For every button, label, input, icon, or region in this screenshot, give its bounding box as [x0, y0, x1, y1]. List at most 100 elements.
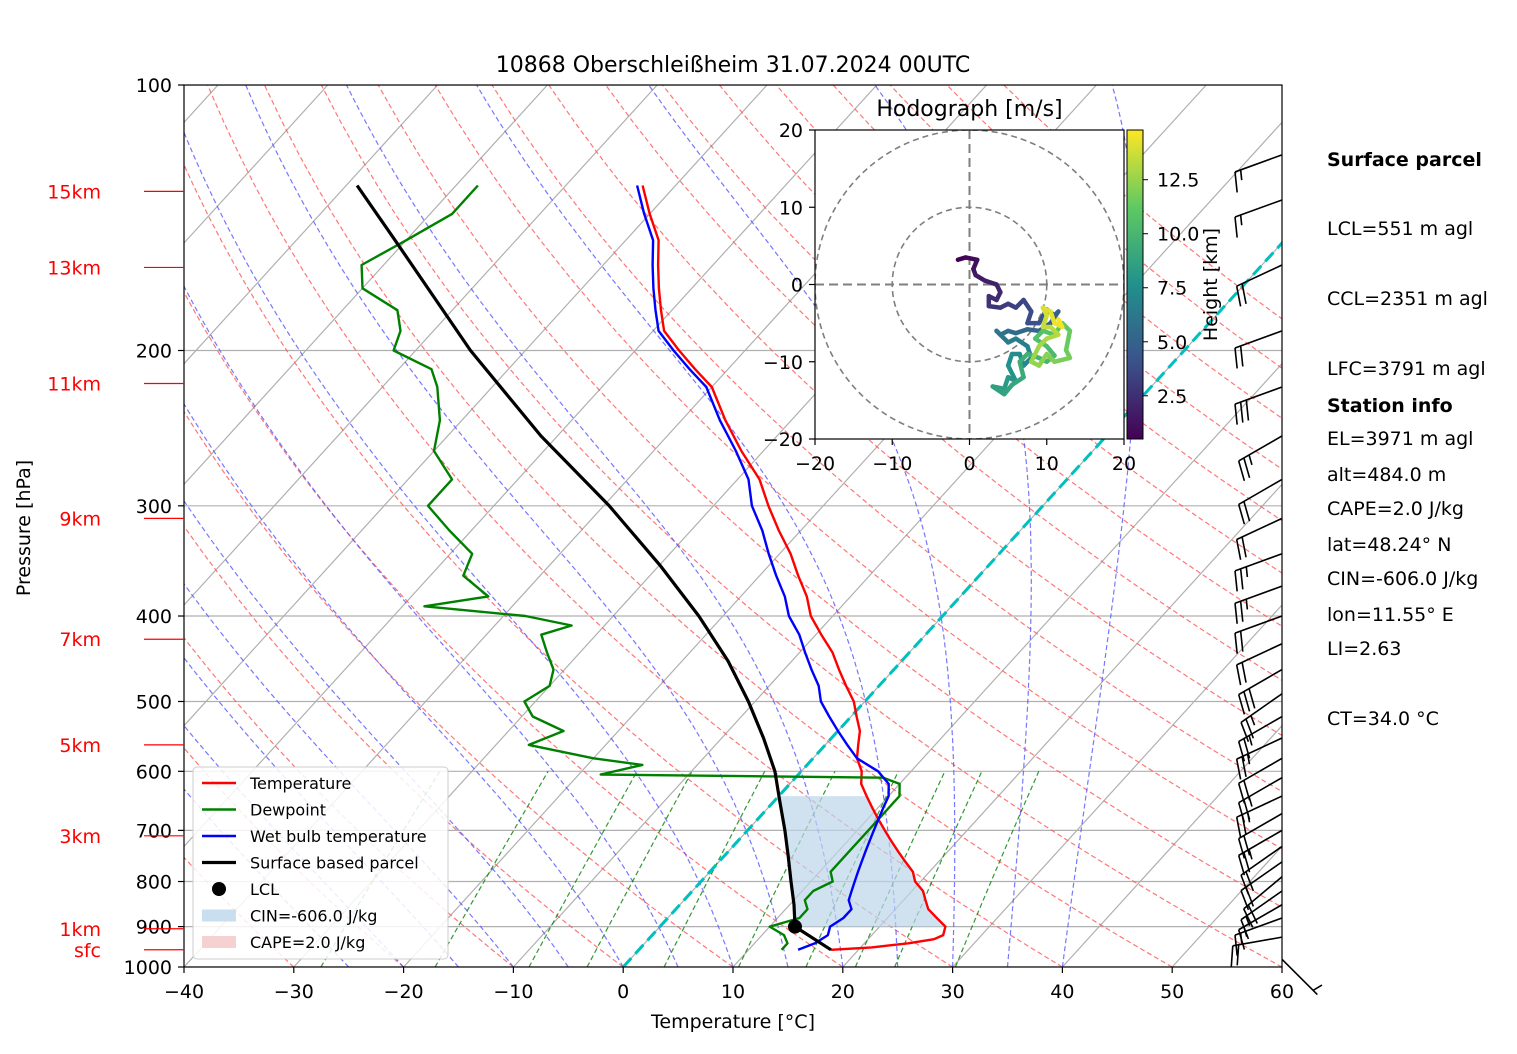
height-label: 7km: [59, 629, 101, 651]
surface-parcel-li: LI=2.63: [1327, 637, 1402, 660]
barb-shaft: [1240, 845, 1283, 876]
legend-item: LCL: [212, 880, 279, 899]
barb-feather: [1234, 404, 1238, 425]
barb-feather: [1234, 935, 1238, 956]
barb-feather: [1235, 664, 1242, 686]
y-axis-label: Pressure [hPa]: [13, 460, 35, 596]
barb-shaft: [1236, 642, 1283, 666]
wind-barb: [1235, 517, 1283, 560]
moist-adiabat-line: [184, 130, 734, 967]
hodograph-x-tick-label: 10: [1035, 453, 1059, 475]
surface-parcel-el: EL=3971 m agl: [1327, 428, 1474, 451]
axes: −40 −30 −20 −10 0 10 20 30 40 50 60100200300400500…: [13, 75, 1294, 1033]
dry-adiabat-line: [320, 85, 1282, 967]
dry-adiabat-line: [184, 525, 624, 967]
station-info-heading: Station info: [1327, 394, 1453, 417]
legend-label: Temperature: [249, 774, 351, 793]
y-tick-label: 400: [136, 606, 172, 628]
legend-item: Temperature: [202, 774, 351, 793]
barb-feather: [1237, 460, 1246, 482]
barb-feather: [1234, 570, 1238, 592]
barb-half-feather: [1248, 735, 1253, 746]
barb-feather: [1239, 601, 1244, 622]
barb-shaft: [1234, 154, 1283, 173]
barb-feather: [1240, 722, 1250, 742]
x-tick-label: 20: [831, 981, 855, 1003]
height-label: 3km: [59, 826, 101, 848]
hodograph-track-segment: [990, 384, 1007, 397]
y-tick-label: 100: [136, 75, 172, 97]
hodograph-title: Hodograph [m/s]: [876, 97, 1062, 122]
barb-half-feather: [1246, 753, 1251, 765]
colorbar-tick-label: 10.0: [1157, 224, 1199, 246]
mixing-ratio-line: [894, 771, 983, 967]
y-tick-label: 300: [136, 496, 172, 518]
barb-shaft: [1234, 330, 1283, 349]
profile-lines: [355, 184, 947, 952]
barb-half-feather: [1239, 169, 1243, 181]
legend-item: CIN=-606.0 J/kg: [202, 907, 377, 926]
height-label: 1km: [59, 919, 101, 941]
colorbar-tick-label: 7.5: [1157, 278, 1187, 300]
barb-feather: [1237, 694, 1246, 715]
height-label: 13km: [47, 257, 101, 279]
colorbar-tick-label: 12.5: [1157, 170, 1199, 192]
legend-label: Wet bulb temperature: [250, 827, 427, 846]
barb-shaft: [1240, 861, 1283, 892]
x-tick-label: −30: [274, 981, 314, 1003]
hodograph-plot: [815, 130, 1124, 439]
x-tick-label: 0: [617, 981, 629, 1003]
wind-barb: [1237, 435, 1283, 482]
barb-feather: [1243, 835, 1251, 856]
barb-feather: [1237, 838, 1246, 859]
isotherm-line: [184, 85, 439, 365]
hodograph-track-segment: [1063, 328, 1073, 353]
barb-feather: [1239, 345, 1244, 367]
barb-feather: [1236, 944, 1240, 966]
barb-feather: [1235, 539, 1242, 560]
surface-parcel-heading: Surface parcel: [1327, 148, 1482, 171]
barb-feather: [1237, 783, 1246, 804]
barb-shaft: [1236, 517, 1283, 541]
barb-shaft: [1236, 737, 1283, 760]
isotherm-line: [184, 85, 548, 486]
wind-barb: [1237, 757, 1283, 804]
barb-feather: [1243, 457, 1251, 479]
barb-feather: [1245, 399, 1250, 421]
barb-shaft: [1234, 917, 1283, 936]
barb-feather: [1234, 603, 1238, 624]
legend-box: [192, 766, 449, 960]
barb-half-feather: [1245, 915, 1251, 927]
zero-isotherm-line: [622, 240, 1282, 967]
barb-feather: [1234, 216, 1238, 238]
barb-half-feather: [1312, 984, 1323, 992]
isotherm-line: [1061, 724, 1282, 967]
isotherm-line: [842, 483, 1282, 967]
barb-shaft: [1238, 435, 1283, 462]
hodograph-track-segment: [1009, 374, 1026, 388]
moist-adiabat-line: [184, 499, 569, 967]
legend-swatch-area: [202, 909, 236, 922]
wind-barb: [1234, 199, 1283, 238]
wind-barb: [1237, 478, 1283, 525]
wind-barb: [1234, 615, 1283, 654]
barb-feather: [1243, 780, 1251, 801]
x-tick-label: 40: [1050, 981, 1074, 1003]
isotherm-line: [952, 604, 1282, 967]
legend-item: Surface based parcel: [202, 854, 419, 873]
barb-feather: [1241, 756, 1247, 777]
wind-barb: [1234, 553, 1283, 592]
mixing-ratio-line: [434, 770, 549, 967]
colorbar-tick-label: 2.5: [1157, 386, 1187, 408]
x-tick-label: 60: [1270, 981, 1294, 1003]
legend-label: CAPE=2.0 J/kg: [250, 933, 365, 952]
x-tick-label: −10: [493, 981, 533, 1003]
x-tick-label: −20: [384, 981, 424, 1003]
hodograph-x-tick-label: 0: [963, 453, 975, 475]
wind-barb: [1234, 154, 1283, 193]
moist-adiabat-line: [184, 285, 679, 967]
wind-barb: [1242, 876, 1283, 928]
hodograph-x-tick-label: 20: [1112, 453, 1136, 475]
hodograph-y-tick-label: 0: [791, 275, 803, 297]
